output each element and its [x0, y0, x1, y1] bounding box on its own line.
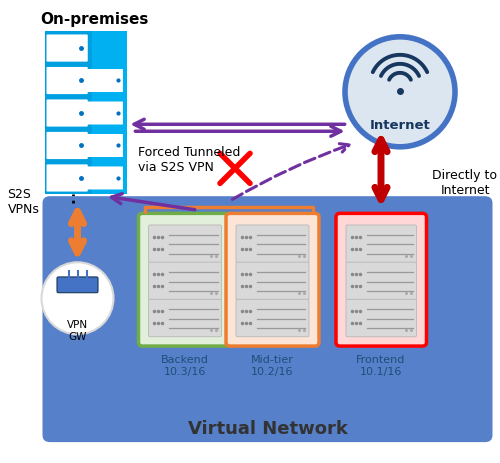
FancyBboxPatch shape — [85, 135, 123, 157]
FancyBboxPatch shape — [346, 300, 416, 337]
FancyBboxPatch shape — [46, 68, 88, 95]
FancyBboxPatch shape — [46, 132, 88, 160]
FancyBboxPatch shape — [236, 225, 309, 263]
Text: Directly to
Internet: Directly to Internet — [432, 169, 498, 197]
FancyBboxPatch shape — [83, 32, 128, 194]
Text: Backend
10.3/16: Backend 10.3/16 — [161, 354, 209, 376]
FancyBboxPatch shape — [148, 300, 222, 337]
Ellipse shape — [345, 38, 455, 148]
Text: Internet: Internet — [370, 119, 430, 131]
FancyBboxPatch shape — [236, 263, 309, 300]
Text: Forced Tunneled
via S2S VPN: Forced Tunneled via S2S VPN — [138, 146, 240, 174]
FancyBboxPatch shape — [236, 300, 309, 337]
FancyBboxPatch shape — [46, 35, 88, 63]
FancyBboxPatch shape — [57, 277, 98, 293]
FancyBboxPatch shape — [226, 214, 319, 346]
FancyBboxPatch shape — [45, 32, 92, 194]
FancyBboxPatch shape — [148, 263, 222, 300]
FancyBboxPatch shape — [346, 225, 416, 263]
FancyBboxPatch shape — [346, 263, 416, 300]
FancyBboxPatch shape — [46, 165, 88, 192]
FancyBboxPatch shape — [85, 102, 123, 125]
Text: VPN
GW: VPN GW — [67, 319, 88, 341]
FancyBboxPatch shape — [148, 225, 222, 263]
FancyBboxPatch shape — [336, 214, 426, 346]
Text: On-premises: On-premises — [40, 12, 148, 26]
FancyBboxPatch shape — [85, 70, 123, 93]
Text: S2S
VPNs: S2S VPNs — [8, 188, 40, 215]
Text: Frontend
10.1/16: Frontend 10.1/16 — [356, 354, 406, 376]
FancyBboxPatch shape — [138, 214, 232, 346]
Text: Virtual Network: Virtual Network — [188, 419, 348, 438]
FancyBboxPatch shape — [85, 167, 123, 190]
Text: Mid-tier
10.2/16: Mid-tier 10.2/16 — [251, 354, 294, 376]
FancyBboxPatch shape — [42, 197, 492, 442]
Ellipse shape — [42, 263, 114, 335]
FancyBboxPatch shape — [46, 100, 88, 127]
